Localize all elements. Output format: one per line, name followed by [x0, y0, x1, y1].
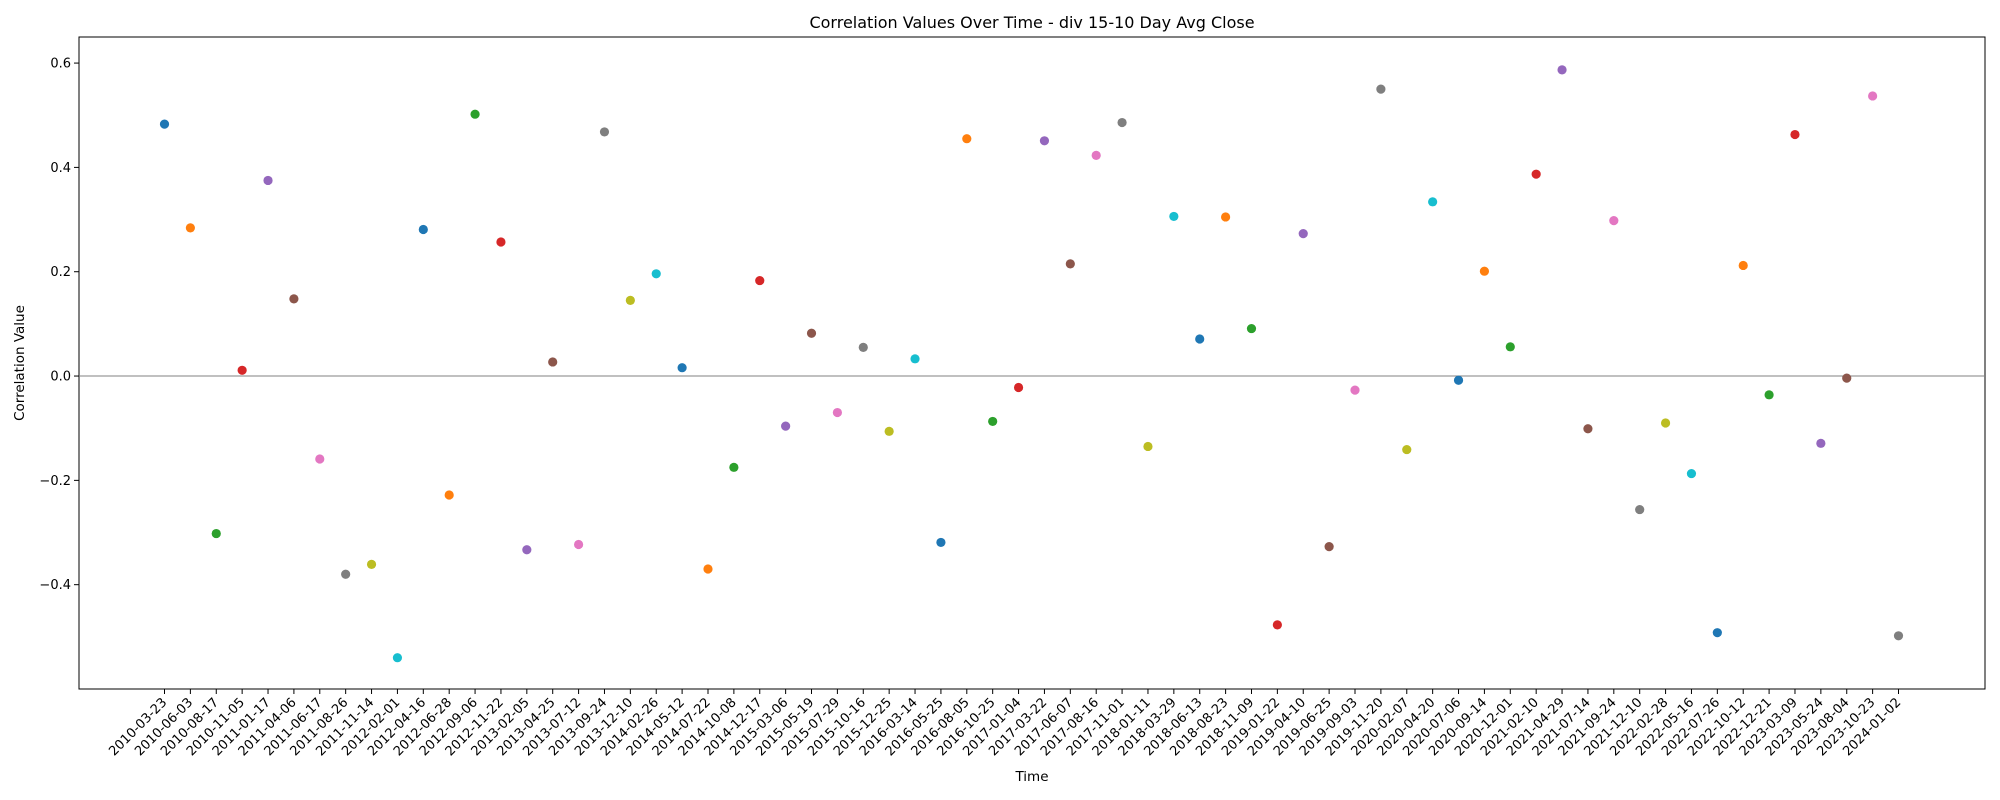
data-point	[1531, 169, 1541, 179]
data-point	[962, 134, 972, 144]
y-axis-label: Correlation Value	[12, 305, 28, 421]
data-point	[1557, 65, 1567, 75]
data-point	[1635, 504, 1645, 515]
data-point	[1816, 438, 1826, 448]
data-point	[1039, 136, 1050, 146]
y-tick-label: 0.2	[50, 265, 71, 280]
y-tick-label: −0.4	[39, 578, 71, 593]
data-point	[237, 365, 247, 375]
data-point	[1246, 323, 1257, 334]
data-point	[289, 294, 299, 304]
data-point	[366, 559, 377, 569]
data-point	[573, 539, 584, 550]
data-point	[1298, 229, 1308, 239]
data-point	[1660, 418, 1671, 428]
data-point	[651, 269, 661, 279]
data-point	[1686, 468, 1697, 479]
data-point	[1065, 259, 1075, 269]
data-point	[1013, 382, 1024, 393]
data-point	[1790, 129, 1800, 140]
data-point	[832, 407, 842, 418]
y-tick-label: −0.2	[39, 474, 71, 489]
data-point	[1764, 390, 1774, 400]
y-axis: −0.4 −0.2 0.0 0.2 0.4 0.6	[39, 57, 79, 593]
x-axis: 2010-03-232010-06-032010-08-172010-11-05…	[106, 689, 1904, 759]
data-point	[1324, 542, 1334, 552]
data-point	[729, 462, 739, 472]
data-point	[1868, 91, 1878, 101]
data-point	[1091, 150, 1101, 161]
chart-title: Correlation Values Over Time - div 15-10…	[809, 13, 1254, 32]
data-point	[1893, 631, 1904, 641]
data-point	[625, 295, 635, 306]
data-point	[1609, 216, 1619, 226]
data-point	[263, 175, 273, 186]
data-point	[418, 224, 428, 235]
data-point	[936, 537, 946, 548]
y-tick-label: 0.4	[50, 161, 71, 176]
data-point	[444, 490, 454, 500]
data-point	[1583, 424, 1593, 434]
data-point	[496, 237, 506, 247]
y-tick-label: 0.0	[50, 370, 71, 385]
data-point	[677, 363, 687, 373]
data-point	[1272, 620, 1282, 630]
data-point	[1505, 342, 1515, 352]
data-point	[1195, 334, 1205, 344]
data-point	[988, 416, 998, 427]
data-point	[1479, 266, 1490, 276]
data-point	[755, 275, 765, 286]
data-point	[1350, 385, 1360, 395]
data-point	[781, 421, 791, 431]
plot-frame	[78, 36, 1986, 690]
data-point	[1143, 441, 1153, 452]
data-point	[1453, 375, 1464, 385]
data-point	[1117, 117, 1127, 128]
data-point	[470, 109, 480, 119]
data-point	[910, 354, 920, 364]
data-point	[1221, 212, 1231, 222]
x-axis-label: Time	[1014, 769, 1048, 785]
data-point	[599, 127, 610, 137]
data-point	[1712, 628, 1722, 638]
data-point	[1169, 211, 1179, 222]
data-point	[341, 569, 351, 579]
data-point	[211, 528, 221, 539]
data-point	[185, 223, 195, 233]
data-point	[548, 357, 558, 367]
data-point	[703, 564, 713, 574]
data-point	[1376, 84, 1386, 94]
data-point	[806, 328, 817, 338]
data-point	[1402, 444, 1412, 455]
data-point	[1738, 260, 1748, 271]
data-point	[159, 119, 170, 129]
data-point	[392, 653, 403, 663]
data-point	[858, 342, 868, 352]
data-points	[159, 65, 1904, 663]
data-point	[1842, 373, 1852, 383]
data-point	[522, 545, 532, 555]
data-point	[884, 426, 894, 436]
data-point	[315, 454, 325, 464]
y-tick-label: 0.6	[50, 57, 71, 72]
data-point	[1428, 197, 1438, 207]
